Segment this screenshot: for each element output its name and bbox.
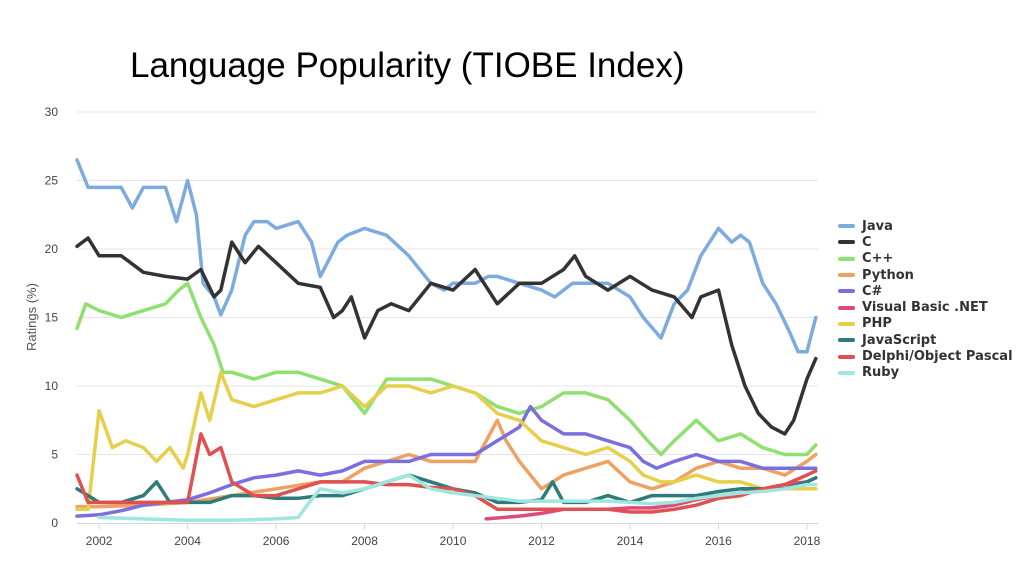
- x-tick-label: 2012: [528, 534, 555, 548]
- x-tick-label: 2006: [263, 534, 290, 548]
- legend-label: C: [862, 234, 872, 250]
- x-tick-label: 2016: [705, 534, 732, 548]
- legend-item-c[interactable]: C: [838, 234, 1013, 250]
- x-tick-label: 2004: [174, 534, 201, 548]
- x-tick-label: 2002: [86, 534, 113, 548]
- legend-item-javascript[interactable]: JavaScript: [838, 332, 1013, 348]
- series-lines: [75, 158, 818, 523]
- legend-swatch: [838, 289, 855, 294]
- series-line-java: [75, 158, 818, 354]
- y-tick-label: 25: [45, 174, 59, 188]
- x-tick-label: 2018: [794, 534, 821, 548]
- legend-swatch: [838, 321, 855, 326]
- y-axis-label: Ratings (%): [24, 283, 39, 351]
- x-axis-ticks: 2002 2004 2006 2008 2010 2012 2014 2016 2018: [86, 523, 821, 548]
- series-line-c: [75, 236, 818, 436]
- legend-label: Delphi/Object Pascal: [862, 349, 1013, 365]
- legend-swatch: [838, 305, 855, 310]
- series-line-delphi-object-pascal: [75, 432, 818, 514]
- chart-title: Language Popularity (TIOBE Index): [130, 46, 685, 85]
- y-axis-ticks: 0 5 10 15 20 25 30: [45, 105, 59, 530]
- y-tick-label: 0: [51, 516, 58, 530]
- series-line-c: [75, 404, 818, 518]
- x-tick-label: 2010: [440, 534, 467, 548]
- legend-label: Python: [862, 267, 914, 283]
- legend-item-php[interactable]: PHP: [838, 316, 1013, 332]
- legend-swatch: [838, 354, 855, 359]
- legend-swatch: [838, 240, 855, 245]
- legend-item-ruby[interactable]: Ruby: [838, 365, 1013, 381]
- legend-item-c[interactable]: C#: [838, 283, 1013, 299]
- legend-swatch: [838, 224, 855, 229]
- legend-item-c[interactable]: C++: [838, 251, 1013, 267]
- legend-item-visual-basic-net[interactable]: Visual Basic .NET: [838, 299, 1013, 315]
- x-tick-label: 2014: [617, 534, 644, 548]
- series-line-php: [75, 370, 818, 512]
- y-tick-label: 5: [51, 448, 58, 462]
- legend-label: Ruby: [862, 365, 900, 381]
- legend-swatch: [838, 273, 855, 278]
- legend-swatch: [838, 338, 855, 343]
- legend-swatch: [838, 256, 855, 261]
- series-line-c: [75, 281, 818, 457]
- legend-label: JavaScript: [862, 332, 937, 348]
- legend-swatch: [838, 370, 855, 375]
- y-tick-label: 20: [45, 242, 59, 256]
- series-line-ruby: [97, 473, 818, 523]
- x-tick-label: 2008: [351, 534, 378, 548]
- y-tick-label: 30: [45, 105, 59, 119]
- legend-label: Visual Basic .NET: [862, 300, 988, 316]
- legend-label: C#: [862, 283, 883, 299]
- y-tick-label: 15: [45, 311, 59, 325]
- legend-item-delphi-object-pascal[interactable]: Delphi/Object Pascal: [838, 348, 1013, 364]
- legend-label: C++: [862, 251, 894, 267]
- legend-item-python[interactable]: Python: [838, 267, 1013, 283]
- legend-label: Java: [862, 218, 893, 234]
- y-tick-label: 10: [45, 379, 59, 393]
- legend: Java C C++ Python C# Visual Basic .NET PHP Java…: [838, 218, 1013, 381]
- legend-item-java[interactable]: Java: [838, 218, 1013, 234]
- legend-label: PHP: [862, 316, 892, 332]
